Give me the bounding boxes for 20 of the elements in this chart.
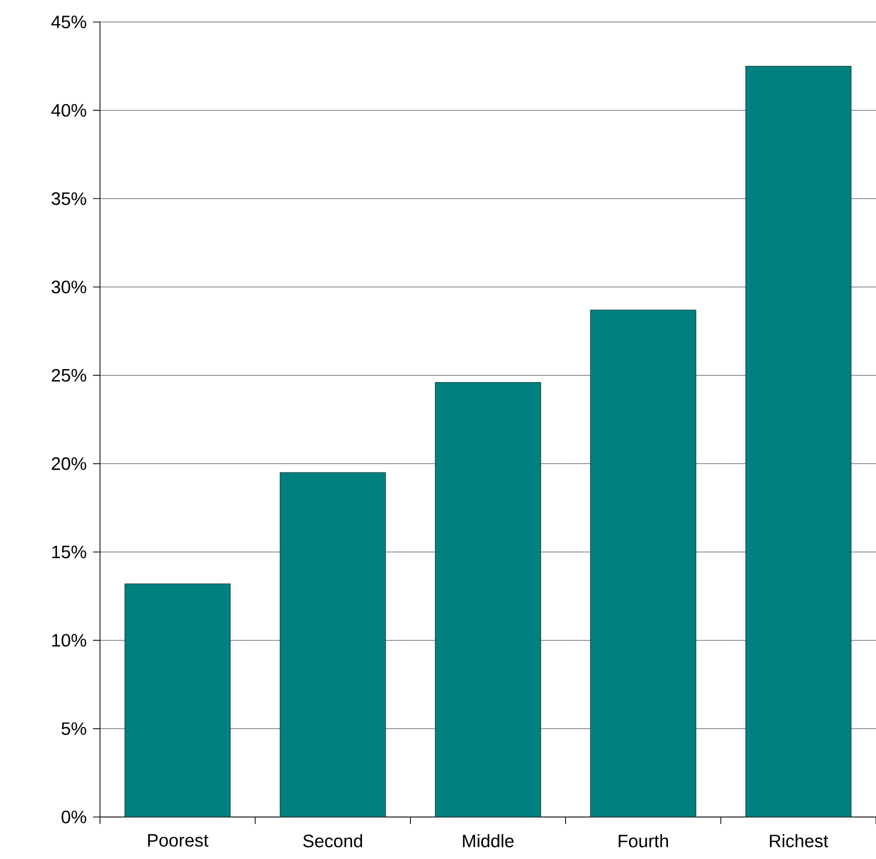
bar [280, 472, 386, 817]
bar [590, 310, 696, 817]
y-tick-label: 10% [52, 634, 86, 647]
x-tick-label: Second [303, 834, 362, 848]
y-tick-label: 45% [51, 16, 86, 28]
y-tick-label: 30% [52, 280, 86, 294]
bar [435, 382, 541, 817]
y-tick-label: 20% [52, 457, 86, 470]
y-tick-label: 40% [51, 104, 86, 117]
x-tick-label: Poorest [148, 834, 208, 847]
x-tick-label: Fourth [618, 834, 668, 848]
bar [745, 66, 852, 817]
y-tick-label: 0% [62, 810, 86, 824]
y-tick-label: 25% [52, 368, 86, 382]
bar [124, 584, 231, 817]
y-tick-label: 5% [62, 722, 86, 735]
y-tick-label: 35% [52, 192, 86, 206]
y-tick-label: 15% [52, 546, 86, 558]
x-tick-label: Richest [770, 834, 828, 848]
x-tick-label: Middle [463, 834, 514, 848]
